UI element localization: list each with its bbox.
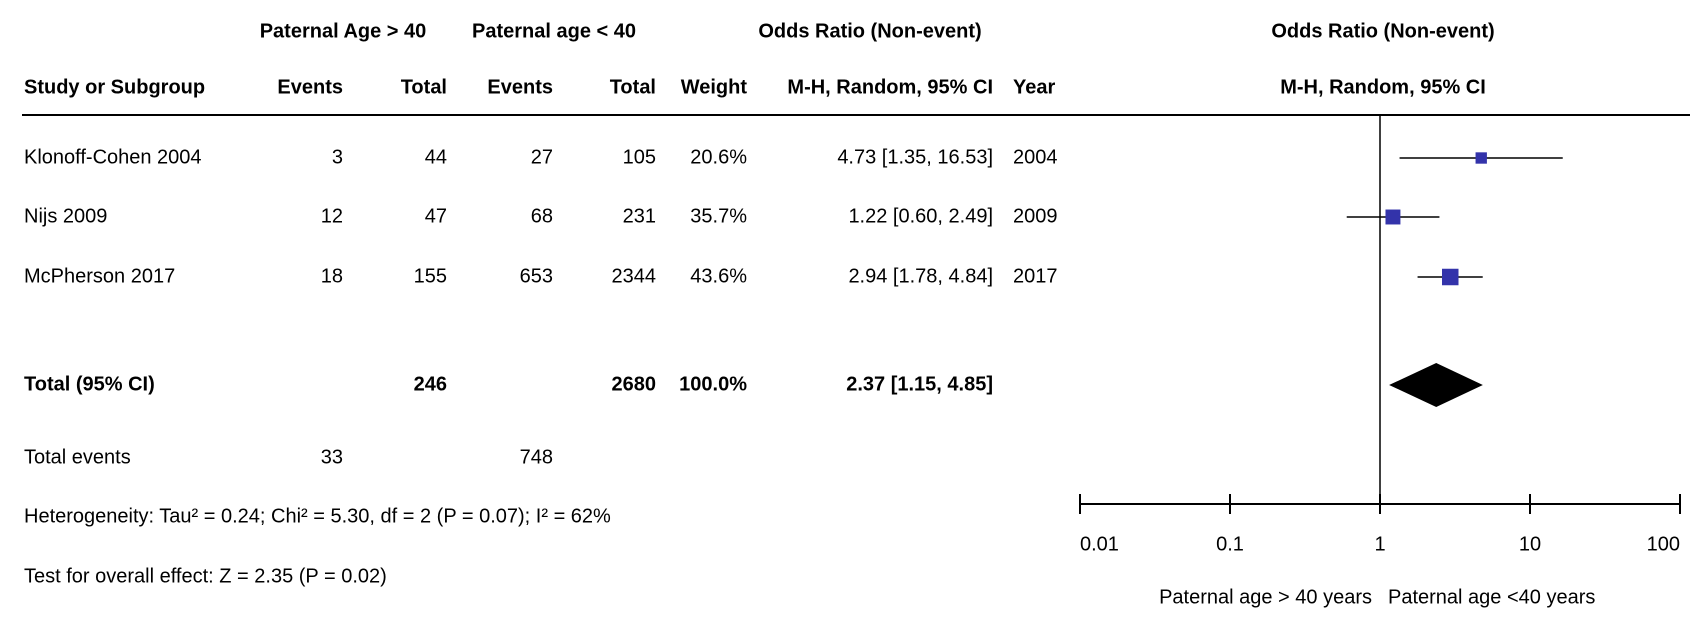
group-header: Paternal age < 40 [472,20,636,42]
table-cell: 231 [623,205,656,227]
table-cell: 4.73 [1.35, 16.53] [837,146,993,168]
column-header: M-H, Random, 95% CI [787,76,993,98]
effect-square [1385,209,1401,225]
table-cell: 2344 [612,265,657,287]
table-cell: 18 [321,265,343,287]
total-events-exp: 33 [321,446,343,468]
favours-left: Paternal age > 40 years [1159,586,1372,608]
group-header: Odds Ratio (Non-event) [758,20,981,42]
chart-subtitle: M-H, Random, 95% CI [1280,76,1486,98]
overall-effect: Test for overall effect: Z = 2.35 (P = 0… [24,565,387,587]
effect-square [1441,268,1459,286]
table-cell: 20.6% [690,146,747,168]
column-header: Events [487,76,553,98]
column-header: Events [277,76,343,98]
table-cell: 2017 [1013,265,1058,287]
table-cell: 155 [414,265,447,287]
table-cell: 44 [425,146,447,168]
effect-square [1475,152,1487,164]
x-tick-label: 10 [1519,533,1541,555]
table-cell: 2009 [1013,205,1058,227]
total-events-label: Total events [24,446,131,468]
group-header: Paternal Age > 40 [260,20,427,42]
heterogeneity: Heterogeneity: Tau² = 0.24; Chi² = 5.30,… [24,505,611,527]
table-cell: 27 [531,146,553,168]
x-tick-label: 100 [1647,533,1680,555]
table-cell: 3 [332,146,343,168]
favours-right: Paternal age <40 years [1388,586,1595,608]
total-exp: 246 [414,373,447,395]
table-cell: 12 [321,205,343,227]
x-tick-label: 0.01 [1080,533,1119,555]
total-diamond [1389,363,1483,407]
x-tick-label: 1 [1374,533,1385,555]
column-header: Total [610,76,656,98]
table-cell: 2.94 [1.78, 4.84] [848,265,993,287]
table-cell: 43.6% [690,265,747,287]
total-events-ctrl: 748 [520,446,553,468]
chart-title: Odds Ratio (Non-event) [1271,20,1494,42]
table-cell: 653 [520,265,553,287]
table-cell: 47 [425,205,447,227]
table-cell: 1.22 [0.60, 2.49] [848,205,993,227]
table-cell: 105 [623,146,656,168]
total-label: Total (95% CI) [24,373,155,395]
table-cell: 2004 [1013,146,1058,168]
total-weight: 100.0% [679,373,747,395]
column-header: Study or Subgroup [24,76,205,98]
table-cell: McPherson 2017 [24,265,175,287]
table-cell: Klonoff-Cohen 2004 [24,146,202,168]
table-cell: 68 [531,205,553,227]
table-cell: Nijs 2009 [24,205,107,227]
column-header: Total [401,76,447,98]
x-tick-label: 0.1 [1216,533,1244,555]
column-header: Year [1013,76,1055,98]
table-cell: 35.7% [690,205,747,227]
total-ctrl: 2680 [612,373,657,395]
total-ci: 2.37 [1.15, 4.85] [846,373,993,395]
column-header: Weight [681,76,748,98]
